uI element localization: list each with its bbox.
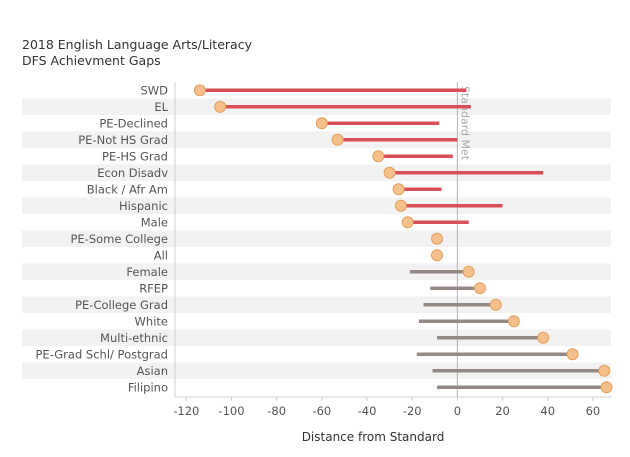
x-tick-label: 60	[586, 404, 601, 418]
category-label: White	[135, 314, 168, 328]
dfs-marker	[372, 150, 385, 163]
row-band	[22, 296, 611, 313]
dfs-marker	[383, 166, 396, 179]
row-band	[22, 263, 611, 280]
dfs-marker	[600, 381, 613, 394]
chart-title-line-2: DFS Achievment Gaps	[22, 53, 161, 68]
category-label: PE-Not HS Grad	[78, 133, 168, 147]
category-label: All	[154, 248, 168, 262]
category-label: Female	[126, 265, 168, 279]
category-label: Filipino	[128, 380, 168, 394]
dfs-marker	[566, 348, 579, 361]
x-axis-title: Distance from Standard	[302, 430, 445, 444]
dfs-marker	[598, 364, 611, 377]
dfs-markers	[193, 84, 613, 394]
x-tick-label: 40	[540, 404, 555, 418]
row-band	[22, 329, 611, 346]
category-label: EL	[154, 100, 168, 114]
category-label: PE-Declined	[99, 116, 168, 130]
dfs-marker	[315, 117, 328, 130]
category-label: RFEP	[139, 281, 168, 295]
category-label: Multi-ethnic	[100, 331, 168, 345]
standard-met-label: Standard Met	[458, 86, 471, 161]
category-label: PE-HS Grad	[102, 149, 168, 163]
dfs-marker	[193, 84, 206, 97]
x-tick-label: -60	[312, 404, 331, 418]
category-label: PE-College Grad	[75, 298, 168, 312]
dfs-marker	[462, 265, 475, 278]
chart-title-line-1: 2018 English Language Arts/Literacy	[22, 37, 252, 52]
dfs-marker	[473, 282, 486, 295]
category-label: PE-Grad Schl/ Postgrad	[36, 347, 169, 361]
reference-line-group: Standard Met	[456, 82, 471, 397]
category-label: Male	[141, 215, 168, 229]
x-tick-label: -100	[218, 404, 244, 418]
dfs-marker	[392, 183, 405, 196]
x-tick-label: 0	[454, 404, 461, 418]
category-label: Asian	[137, 364, 168, 378]
dfs-marker	[214, 100, 227, 113]
dfs-marker	[431, 232, 444, 245]
row-band	[22, 230, 611, 247]
dfs-marker	[431, 249, 444, 262]
row-band	[22, 362, 611, 379]
category-label: Black / Afr Am	[87, 182, 168, 196]
category-labels: SWD EL PE-Declined PE-Not HS Grad PE-HS Grad…	[36, 83, 169, 394]
category-label: SWD	[140, 83, 168, 97]
dfs-marker	[331, 133, 344, 146]
dfs-marker	[537, 331, 550, 344]
row-band	[22, 131, 611, 148]
dfs-marker	[507, 315, 520, 328]
x-axis: -120 -100 -80 -60 -40 -20 0 20 40 60 Distance from…	[173, 82, 611, 444]
row-bands	[22, 98, 611, 379]
dfs-marker	[401, 216, 414, 229]
category-label: PE-Some College	[70, 232, 168, 246]
category-label: Hispanic	[119, 199, 168, 213]
gap-lines	[199, 88, 607, 389]
dfs-marker	[394, 199, 407, 212]
x-tick-label: 20	[495, 404, 510, 418]
dfs-marker	[489, 298, 502, 311]
x-tick-label: -40	[358, 404, 377, 418]
x-tick-label: -20	[403, 404, 422, 418]
category-label: Econ Disadv	[97, 166, 168, 180]
x-tick-label: -80	[267, 404, 286, 418]
x-tick-label: -120	[173, 404, 199, 418]
row-band	[22, 197, 611, 214]
row-band	[22, 164, 611, 181]
